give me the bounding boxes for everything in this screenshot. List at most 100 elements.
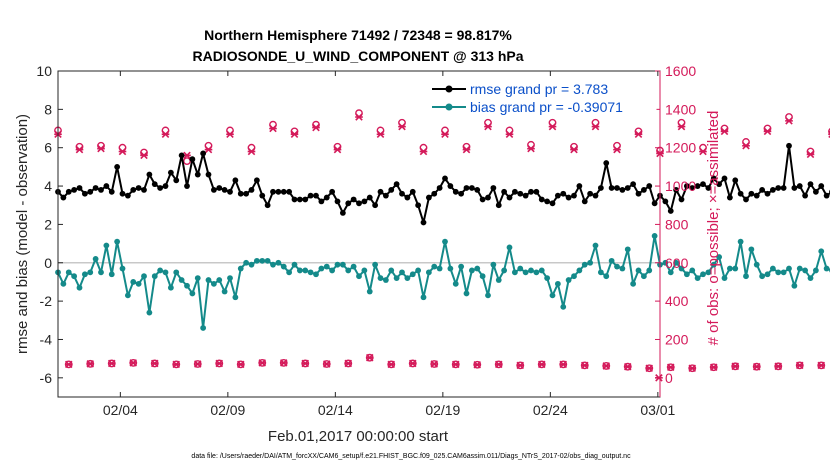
bias-point: [764, 271, 771, 278]
bias-point: [581, 261, 588, 268]
bias-point: [812, 267, 819, 274]
bias-point: [232, 294, 239, 301]
bias-point: [425, 269, 432, 276]
bias-point: [135, 280, 142, 287]
obs-assimilated-point: [97, 144, 105, 153]
obs-assimilated-point: [279, 359, 288, 367]
rmse-point: [345, 200, 352, 207]
rmse-point: [802, 192, 809, 199]
bias-point: [479, 273, 486, 280]
bias-point: [124, 292, 131, 299]
x-tick-label: 02/14: [318, 402, 353, 418]
obs-assimilated-point: [580, 361, 589, 370]
bias-point: [431, 263, 438, 270]
y-tick-label: -4: [40, 331, 53, 347]
rmse-point: [506, 194, 513, 201]
bias-point: [716, 254, 723, 260]
rmse-point: [173, 177, 180, 184]
rmse-point: [554, 192, 561, 199]
rmse-point: [366, 194, 373, 201]
rmse-point: [640, 186, 647, 193]
rmse-point: [463, 185, 470, 191]
obs-count-series: [54, 109, 830, 382]
bias-point: [334, 261, 341, 268]
rmse-point: [87, 188, 94, 195]
bias-point: [76, 284, 83, 291]
bias-point: [780, 269, 787, 276]
rmse-point: [420, 219, 427, 226]
bias-point: [162, 269, 169, 276]
rmse-point: [716, 181, 723, 188]
bias-point: [361, 267, 368, 274]
bias-point: [146, 309, 153, 316]
rmse-point: [393, 181, 400, 188]
rmse-point: [630, 181, 637, 188]
plot-area: [58, 71, 660, 397]
bias-point: [377, 275, 384, 282]
rmse-point: [205, 171, 212, 178]
bias-point: [689, 267, 696, 274]
rmse-point: [425, 194, 432, 201]
bias-point: [571, 273, 577, 280]
bias-point: [114, 238, 121, 245]
x-tick-label: 02/19: [425, 402, 460, 418]
rmse-point: [452, 188, 459, 195]
x-axis-ticks: 02/04 02/09 02/14 02/19 02/24 03/01: [103, 71, 676, 418]
bias-point: [350, 263, 357, 270]
rmse-point: [76, 185, 83, 191]
bias-point: [511, 269, 518, 276]
bias-point: [302, 267, 309, 274]
rmse-point: [237, 190, 244, 197]
x-axis-label: Feb.01,2017 00:00:00 start: [268, 428, 449, 445]
obs-assimilated-point: [75, 145, 84, 154]
bias-point: [119, 265, 126, 272]
bias-point: [130, 279, 137, 285]
y-tick-label: 2: [44, 216, 52, 232]
rmse-point: [581, 198, 588, 205]
y-axis-left-label: rmse and bias (model - observation): [14, 114, 31, 354]
obs-assimilated-point: [484, 122, 492, 131]
y-tick-label: -2: [40, 293, 53, 309]
obs-assimilated-point: [666, 363, 675, 372]
rmse-point: [683, 183, 690, 189]
rmse-point: [361, 198, 368, 205]
obs-assimilated-point: [699, 147, 707, 156]
rmse-point: [60, 194, 67, 201]
bias-point: [587, 259, 594, 266]
x-tick-label: 02/09: [210, 402, 245, 418]
bias-point: [151, 273, 158, 280]
rmse-point: [377, 188, 384, 195]
bias-point: [775, 269, 782, 276]
rmse-point: [576, 183, 583, 189]
bias-point: [732, 265, 739, 272]
bias-point: [533, 269, 540, 276]
bias-point: [270, 261, 276, 268]
obs-assimilated-point: [226, 130, 234, 139]
rmse-point: [748, 190, 755, 197]
bias-point: [296, 267, 303, 274]
bias-point: [753, 261, 760, 268]
y-right-tick-label: 0: [665, 370, 673, 386]
bias-point: [576, 267, 583, 274]
bias-point: [458, 263, 465, 270]
rmse-point: [775, 185, 782, 191]
bias-point: [791, 282, 798, 289]
rmse-point: [786, 142, 792, 149]
y-right-tick-label: 200: [665, 331, 689, 347]
bias-series: [55, 233, 830, 331]
rmse-point: [119, 190, 126, 197]
rmse-point: [624, 185, 631, 191]
rmse-point: [753, 192, 760, 199]
bias-point: [178, 277, 185, 283]
rmse-point: [302, 196, 309, 203]
legend-rmse-label: rmse grand pr = 3.783: [470, 81, 608, 97]
rmse-point: [162, 183, 169, 189]
bias-point: [646, 267, 653, 274]
bias-point: [608, 257, 615, 264]
bias-point: [726, 265, 733, 272]
obs-assimilated-point: [451, 360, 460, 369]
obs-assimilated-point: [322, 360, 331, 368]
rmse-point: [474, 186, 481, 193]
bias-point: [748, 246, 755, 253]
rmse-point: [334, 198, 341, 205]
